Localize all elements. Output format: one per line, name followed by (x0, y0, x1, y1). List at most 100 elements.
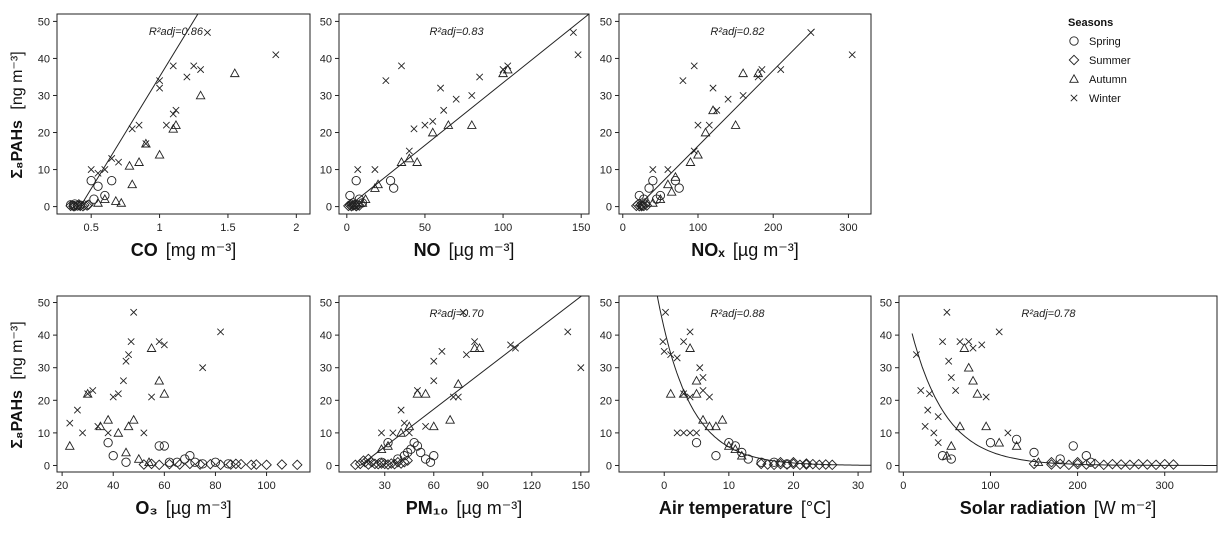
series-winter (66, 308, 225, 437)
data-point (705, 121, 713, 129)
data-point (698, 414, 708, 424)
data-point (427, 127, 438, 137)
data-point (410, 125, 418, 133)
data-point (154, 375, 165, 385)
x-tick-label: 100 (257, 480, 275, 492)
data-point (694, 121, 702, 129)
data-point (710, 421, 721, 431)
data-point (690, 62, 698, 70)
data-point (925, 390, 934, 398)
data-point (360, 194, 371, 203)
data-point (184, 458, 196, 470)
x-tick-label: 300 (839, 222, 857, 234)
x-axis-label-main: NO (414, 240, 441, 260)
data-point (674, 183, 684, 193)
y-tick-label: 40 (880, 330, 892, 342)
data-point (156, 77, 164, 85)
y-tick-label: 0 (44, 460, 50, 472)
data-point (190, 457, 200, 467)
data-point (691, 388, 702, 398)
data-point (377, 429, 386, 437)
data-point (104, 429, 112, 437)
data-point (135, 121, 143, 129)
data-point (100, 190, 110, 201)
data-point (1150, 459, 1162, 471)
y-tick-label: 40 (600, 53, 612, 65)
data-point (655, 190, 666, 201)
data-point (696, 364, 704, 372)
data-point (577, 364, 585, 372)
data-point (420, 454, 431, 464)
x-tick-label: 50 (419, 222, 431, 234)
data-point (416, 447, 426, 458)
y-axis-label-top: Σ₈PAHs [ng m⁻³] (9, 51, 26, 178)
panel-7: 0 10 20 30 40 50 0 100 200 300 Solar radiation [W m… (880, 295, 1218, 518)
data-point (103, 438, 113, 448)
data-point (116, 197, 127, 207)
data-point (921, 422, 929, 430)
series-summer (755, 456, 838, 471)
data-point (1011, 434, 1022, 445)
data-point (673, 429, 681, 437)
data-point (199, 364, 207, 372)
data-point (198, 459, 208, 469)
y-tick-label: 50 (320, 298, 332, 310)
plot-frame (338, 13, 590, 215)
data-point (399, 456, 410, 468)
data-point (428, 421, 439, 431)
data-point (1046, 456, 1057, 468)
data-point (146, 343, 157, 352)
data-point (502, 64, 513, 74)
data-point (1168, 459, 1179, 470)
x-tick-label: 0 (620, 222, 626, 234)
data-point (452, 95, 460, 103)
x-tick-label: 1 (157, 222, 163, 234)
data-point (917, 387, 925, 395)
data-point (127, 179, 138, 189)
data-point (711, 451, 721, 461)
y-tick-label: 40 (600, 330, 612, 342)
data-point (400, 419, 408, 427)
x-axis-label-main: Solar radiation (960, 498, 1086, 518)
data-point (1086, 457, 1096, 467)
y-tick-label: 10 (320, 428, 332, 440)
y-tick-label: 30 (320, 90, 332, 102)
x-axis-label-unit: [µg m⁻³] (449, 240, 515, 260)
x-tick-label: 1.5 (220, 222, 235, 234)
data-point (376, 458, 387, 469)
data-point (959, 343, 970, 352)
data-point (943, 308, 951, 316)
x-tick-label: 60 (158, 480, 170, 492)
plot-frame (618, 13, 872, 215)
data-point (655, 194, 666, 203)
data-point (445, 414, 456, 424)
data-point (678, 388, 689, 398)
x-tick-label: 0.5 (84, 222, 99, 234)
legend-title: Seasons (1068, 17, 1113, 29)
series-autumn (665, 343, 747, 460)
data-point (680, 390, 688, 398)
data-point (159, 441, 169, 451)
data-point (636, 200, 647, 212)
data-point (156, 84, 164, 92)
data-point (994, 437, 1005, 447)
x-tick-label: 150 (572, 480, 590, 492)
data-point (245, 459, 257, 471)
data-point (709, 84, 717, 92)
data-point (693, 429, 701, 437)
y-tick-label: 50 (38, 298, 50, 310)
x-axis-label-main: O₃ (135, 498, 157, 518)
y-tick-label: 20 (38, 395, 50, 407)
x-axis-label-main: Air temperature (659, 498, 793, 518)
data-point (421, 121, 429, 129)
data-point (404, 153, 415, 163)
fit-line (656, 296, 871, 466)
data-point (969, 344, 977, 352)
data-point (122, 357, 130, 365)
y-tick-label: 30 (880, 363, 892, 375)
data-point (371, 166, 379, 174)
x-axis-label: Solar radiation [W m⁻²] (960, 498, 1157, 518)
data-point (127, 338, 135, 346)
data-point (93, 197, 103, 207)
data-point (1089, 458, 1101, 470)
